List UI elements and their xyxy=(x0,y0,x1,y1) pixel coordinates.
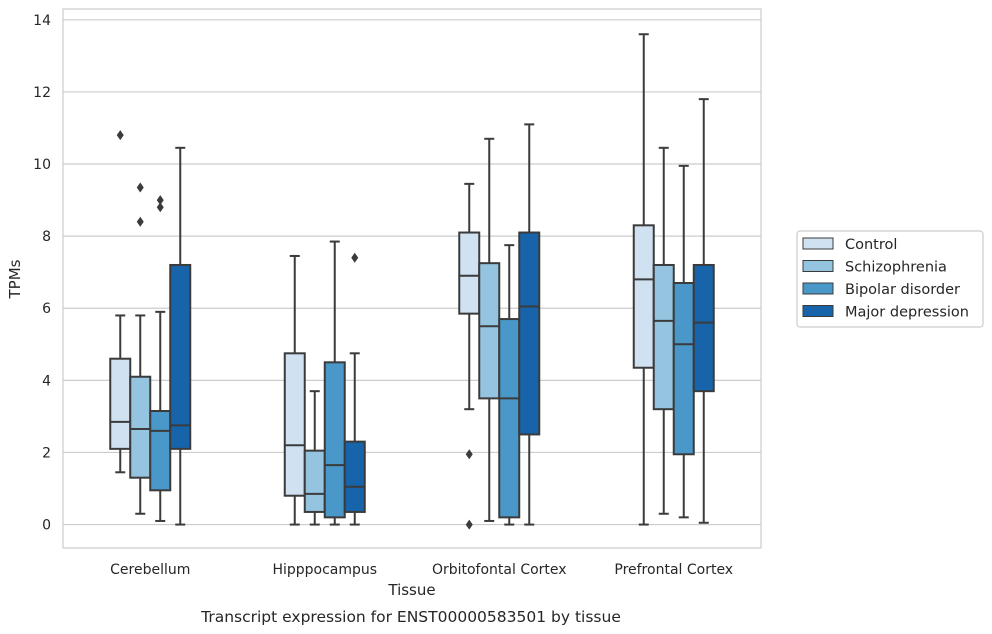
box-hipppocampus-bipolar-disorder xyxy=(323,240,346,526)
y-tick-label: 0 xyxy=(42,518,51,534)
legend-swatch xyxy=(802,237,834,250)
iqr-box xyxy=(149,409,172,492)
legend-label: Control xyxy=(845,237,897,253)
iqr-box xyxy=(518,231,541,436)
iqr-box xyxy=(109,357,132,450)
outlier-point xyxy=(465,449,473,460)
outlier-point xyxy=(351,252,359,263)
x-tick-labels: Cerebellum Hipppocampus Orbitofontal Corte… xyxy=(110,562,733,578)
legend-label: Schizophrenia xyxy=(845,260,947,276)
iqr-box xyxy=(283,352,306,497)
outlier-point xyxy=(156,195,164,206)
box-prefrontal-cortex-control xyxy=(632,33,655,526)
x-tick-label: Orbitofontal Cortex xyxy=(432,562,567,578)
x-tick-label: Hipppocampus xyxy=(272,562,377,578)
outlier-point xyxy=(136,216,144,227)
y-tick-label: 14 xyxy=(33,13,51,29)
iqr-box xyxy=(343,440,366,513)
iqr-box xyxy=(632,224,655,369)
outlier-point xyxy=(465,519,473,530)
outlier-point xyxy=(116,130,124,141)
x-tick-label: Prefrontal Cortex xyxy=(614,562,733,578)
y-tick-label: 12 xyxy=(33,85,51,101)
y-tick-label: 10 xyxy=(33,157,51,173)
legend-label: Bipolar disorder xyxy=(845,282,960,298)
iqr-box xyxy=(478,262,501,400)
box-hipppocampus-schizophrenia xyxy=(303,390,326,526)
iqr-box xyxy=(458,231,481,315)
legend-swatch xyxy=(802,260,834,272)
box-orbitofontal-cortex-control xyxy=(458,182,481,530)
box-prefrontal-cortex-major-depression xyxy=(692,98,715,524)
plot-area-frame xyxy=(62,8,762,549)
box-cerebellum-major-depression xyxy=(169,146,192,526)
legend-label: Major depression xyxy=(845,305,969,321)
x-axis-label: Tissue xyxy=(387,581,435,599)
box-hipppocampus-major-depression xyxy=(343,252,366,526)
box-orbitofontal-cortex-schizophrenia xyxy=(478,137,501,522)
legend-swatch xyxy=(802,305,834,317)
box-orbitofontal-cortex-bipolar-disorder xyxy=(498,244,521,526)
x-tick-label: Cerebellum xyxy=(110,562,190,578)
box-hipppocampus-control xyxy=(283,254,306,526)
box-prefrontal-cortex-schizophrenia xyxy=(652,146,675,515)
iqr-box xyxy=(652,263,675,411)
y-tick-labels: 0 2 4 6 8 10 12 14 xyxy=(33,13,51,534)
box-series xyxy=(109,33,715,530)
outlier-point xyxy=(156,202,164,213)
box-prefrontal-cortex-bipolar-disorder xyxy=(672,164,695,519)
y-tick-label: 6 xyxy=(42,301,51,317)
iqr-box xyxy=(672,282,695,456)
outlier-point xyxy=(136,182,144,193)
box-cerebellum-schizophrenia xyxy=(129,182,152,515)
legend-swatch xyxy=(802,282,834,295)
iqr-box xyxy=(692,263,715,393)
iqr-box xyxy=(323,361,346,519)
y-tick-label: 4 xyxy=(42,373,51,389)
legend-frame xyxy=(796,230,984,328)
y-axis-label: TPMs xyxy=(6,259,24,299)
box-orbitofontal-cortex-major-depression xyxy=(518,123,541,526)
y-tick-label: 2 xyxy=(42,445,51,461)
iqr-box xyxy=(129,375,152,479)
iqr-box xyxy=(498,318,521,519)
box-cerebellum-control xyxy=(109,130,132,474)
chart-caption: Transcript expression for ENST0000058350… xyxy=(200,608,621,626)
iqr-box xyxy=(303,449,326,513)
iqr-box xyxy=(169,263,192,450)
box-cerebellum-bipolar-disorder xyxy=(149,195,172,522)
y-tick-label: 8 xyxy=(42,229,51,245)
legend: Control Schizophrenia Bipolar disorder Majo… xyxy=(796,230,984,328)
